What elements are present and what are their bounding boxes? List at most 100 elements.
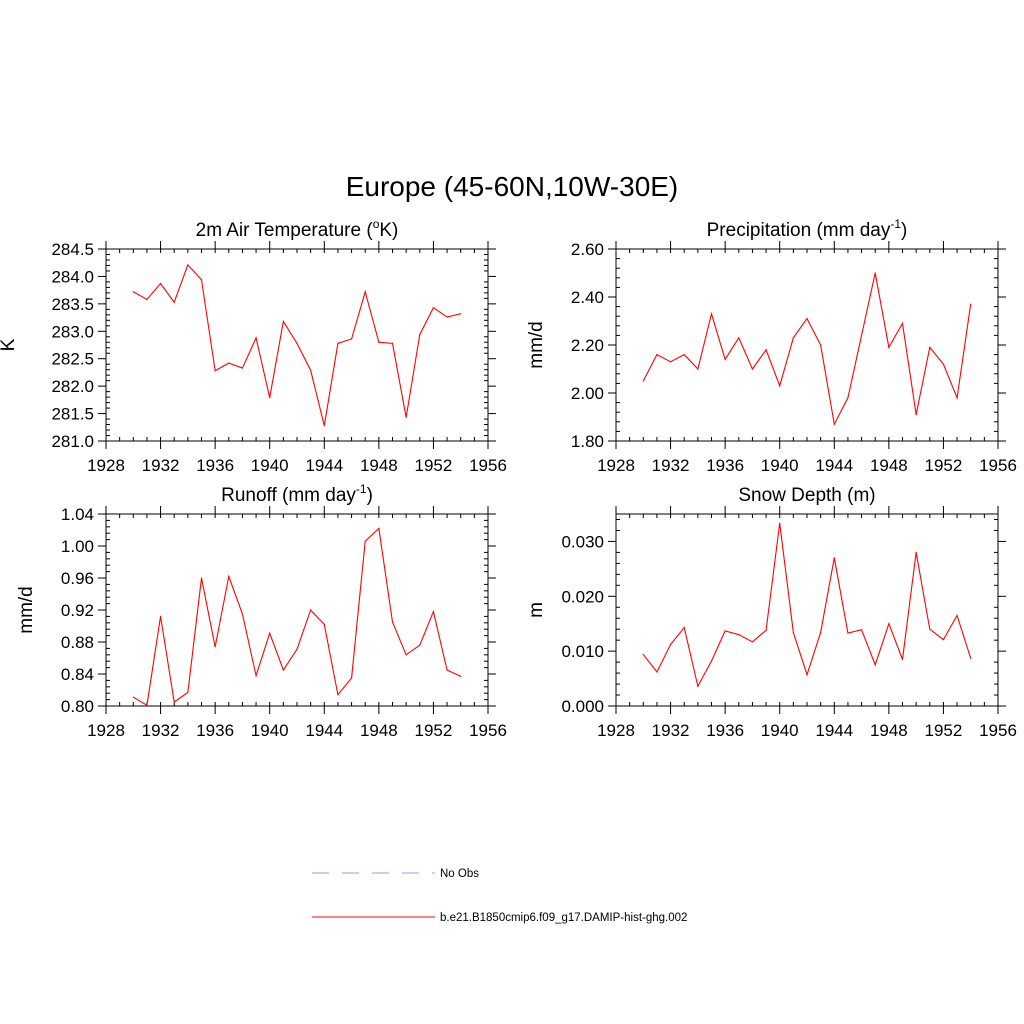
data-point (724, 630, 726, 632)
data-point (228, 362, 230, 364)
data-point (419, 333, 421, 336)
data-point (269, 397, 271, 399)
data-point (874, 272, 876, 274)
data-point (642, 380, 644, 382)
data-point (282, 669, 284, 671)
panel-title-main: 2m Air Temperature ( (196, 220, 374, 241)
y-tick-label: 0.000 (561, 697, 604, 716)
series-line (133, 527, 461, 707)
chart-panel-4: 1928 1932 1936 1940 1944 1948 1952 1956 0.000 0.0… (526, 485, 1017, 740)
chart-panel-2: 1928 1932 1936 1940 1944 1948 1952 1956 1.80 2.00… (526, 217, 1017, 475)
y-tick-label: 281.0 (51, 432, 94, 451)
plot-frame (105, 513, 489, 707)
x-tick-label: 1932 (142, 456, 180, 475)
chart-panel-1: 1928 1932 1936 1940 1944 1948 1952 1956 281.0 281… (0, 217, 507, 475)
data-point (970, 303, 972, 305)
panel-title-suffix: K) (379, 220, 398, 241)
data-point (860, 334, 863, 336)
y-tick-label: 0.010 (561, 642, 604, 661)
data-point (391, 342, 394, 344)
data-point (929, 628, 931, 630)
panel-title-main: Runoff (mm day (221, 485, 356, 506)
data-point (683, 626, 685, 629)
y-tick-label: 2.20 (571, 336, 604, 355)
x-tick-label: 1956 (469, 456, 507, 475)
x-tick-label: 1932 (652, 456, 690, 475)
data-point (337, 694, 339, 696)
data-point (337, 342, 339, 344)
x-tick-label: 1944 (815, 456, 853, 475)
data-point (296, 648, 298, 650)
y-tick-label: 0.030 (561, 532, 604, 551)
y-tick-label: 0.92 (61, 601, 94, 620)
data-point (432, 307, 435, 309)
data-point (765, 629, 767, 631)
y-tick-label: 282.5 (51, 350, 94, 369)
y-tick-label: 283.0 (51, 322, 94, 341)
data-point (460, 675, 462, 678)
data-point (255, 675, 257, 677)
x-tick-label: 1936 (706, 721, 744, 740)
x-tick-label: 1948 (870, 721, 908, 740)
panel-title-suffix: ) (901, 220, 907, 241)
data-point (724, 358, 726, 360)
data-point (929, 346, 931, 348)
panel-title: 2m Air Temperature (oK) (196, 217, 399, 241)
panel-title-superscript: -1 (890, 217, 901, 231)
data-point (970, 657, 972, 659)
data-point (350, 338, 353, 340)
legend-label: b.e21.B1850cmip6.f09_g17.DAMIP-hist-ghg.… (440, 912, 687, 924)
data-point (792, 337, 794, 339)
x-tick-label: 1952 (925, 456, 963, 475)
data-point (241, 613, 244, 615)
data-point (432, 611, 435, 613)
data-point (710, 313, 713, 315)
y-tick-label: 2.40 (571, 288, 604, 307)
x-tick-label: 1932 (652, 721, 690, 740)
data-point (255, 337, 257, 339)
plot-frame (615, 513, 999, 707)
data-point (697, 685, 699, 687)
data-point (350, 677, 353, 679)
legend: No Obs b.e21.B1850cmip6.f09_g17.DAMIP-his… (312, 868, 687, 924)
x-tick-label: 1928 (87, 721, 125, 740)
data-point (656, 671, 658, 673)
data-point (888, 623, 890, 625)
x-tick-label: 1936 (706, 456, 744, 475)
data-point (460, 313, 462, 315)
data-point (419, 644, 421, 646)
panel-title: Precipitation (mm day-1) (707, 217, 908, 241)
y-tick-label: 1.04 (61, 505, 94, 524)
data-point (901, 322, 904, 324)
data-point (820, 344, 822, 346)
y-tick-label: 1.80 (571, 432, 604, 451)
data-point (200, 577, 203, 579)
x-tick-label: 1940 (761, 721, 799, 740)
y-axis-label: mm/d (526, 321, 547, 369)
x-tick-label: 1928 (597, 721, 635, 740)
y-tick-label: 281.5 (51, 405, 94, 424)
data-point (642, 653, 644, 656)
data-point (323, 425, 325, 427)
x-tick-label: 1940 (761, 456, 799, 475)
data-point (146, 704, 148, 706)
data-point (241, 367, 244, 369)
data-point (874, 664, 876, 666)
panel-title-suffix: ) (367, 485, 373, 506)
figure-title: Europe (45-60N,10W-30E) (346, 171, 679, 202)
y-tick-label: 282.0 (51, 377, 94, 396)
x-tick-label: 1952 (925, 721, 963, 740)
data-point (296, 342, 298, 344)
x-tick-label: 1936 (196, 456, 234, 475)
panel-title: Runoff (mm day-1) (221, 482, 373, 506)
x-tick-label: 1956 (469, 721, 507, 740)
data-point (187, 691, 189, 694)
data-point (228, 575, 230, 578)
data-point (391, 621, 394, 623)
y-axis-label: m (526, 602, 547, 618)
panels: 1928 1932 1936 1940 1944 1948 1952 1956 281.0 281… (0, 217, 1017, 740)
x-tick-label: 1928 (597, 456, 635, 475)
y-tick-label: 0.020 (561, 587, 604, 606)
data-point (683, 354, 685, 356)
x-tick-label: 1944 (305, 721, 343, 740)
